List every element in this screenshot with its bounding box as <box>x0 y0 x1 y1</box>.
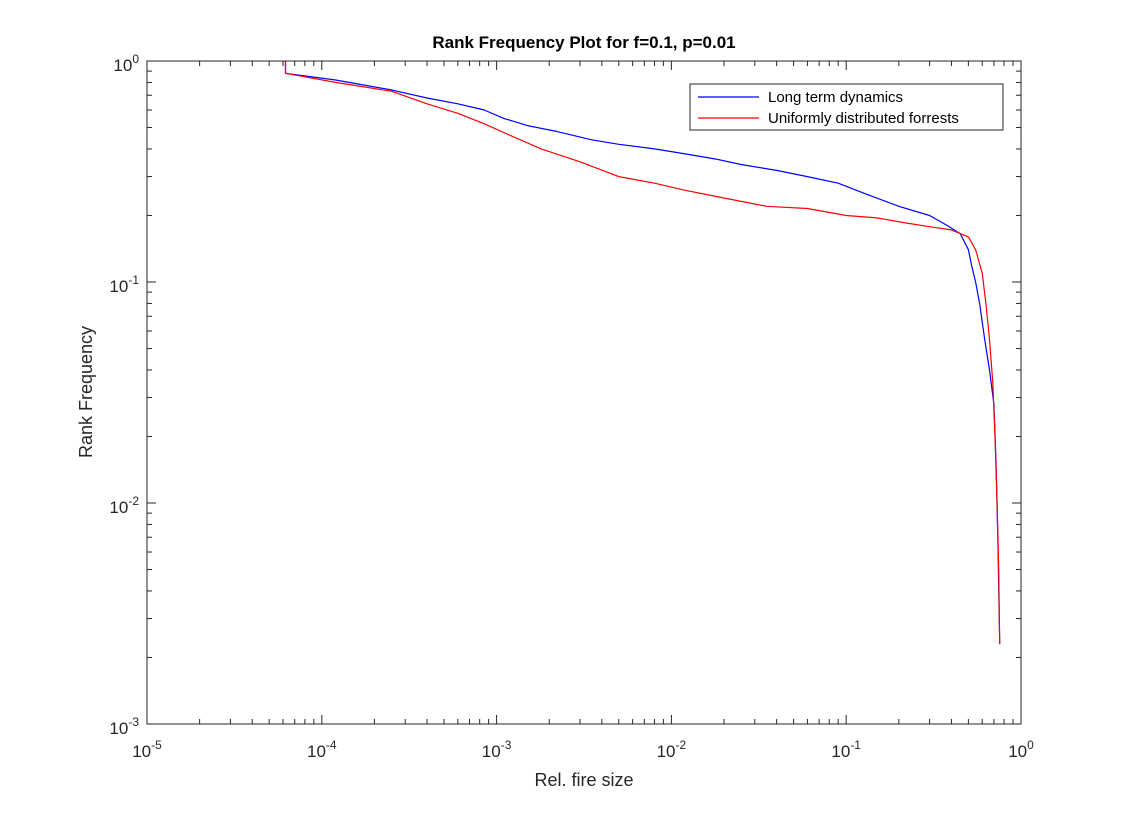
x-axis-label: Rel. fire size <box>534 770 633 790</box>
y-tick-label: 10-2 <box>109 494 139 517</box>
x-tick-label: 10-3 <box>482 738 512 761</box>
legend-label-long-term: Long term dynamics <box>768 89 903 106</box>
y-tick-label: 10-3 <box>109 715 139 738</box>
x-tick-label: 100 <box>1008 738 1034 761</box>
series-line-1 <box>284 61 1001 645</box>
plot-area <box>147 61 1021 724</box>
x-tick-label: 10-2 <box>657 738 687 761</box>
series-layer <box>284 61 1001 645</box>
series-line-0 <box>284 61 1001 645</box>
legend-box <box>689 83 1004 131</box>
legend: Long term dynamics Uniformly distributed… <box>689 83 1004 131</box>
y-tick-label: 10-1 <box>109 273 139 296</box>
legend-label-uniform: Uniformly distributed forrests <box>768 110 959 127</box>
y-tick-label: 100 <box>113 52 139 75</box>
y-axis-label: Rank Frequency <box>76 326 96 458</box>
plot-frame <box>146 60 1022 725</box>
x-tick-label: 10-4 <box>307 738 337 761</box>
chart-title: Rank Frequency Plot for f=0.1, p=0.01 <box>432 33 735 52</box>
x-tick-label: 10-1 <box>831 738 861 761</box>
x-tick-label: 10-5 <box>132 738 162 761</box>
